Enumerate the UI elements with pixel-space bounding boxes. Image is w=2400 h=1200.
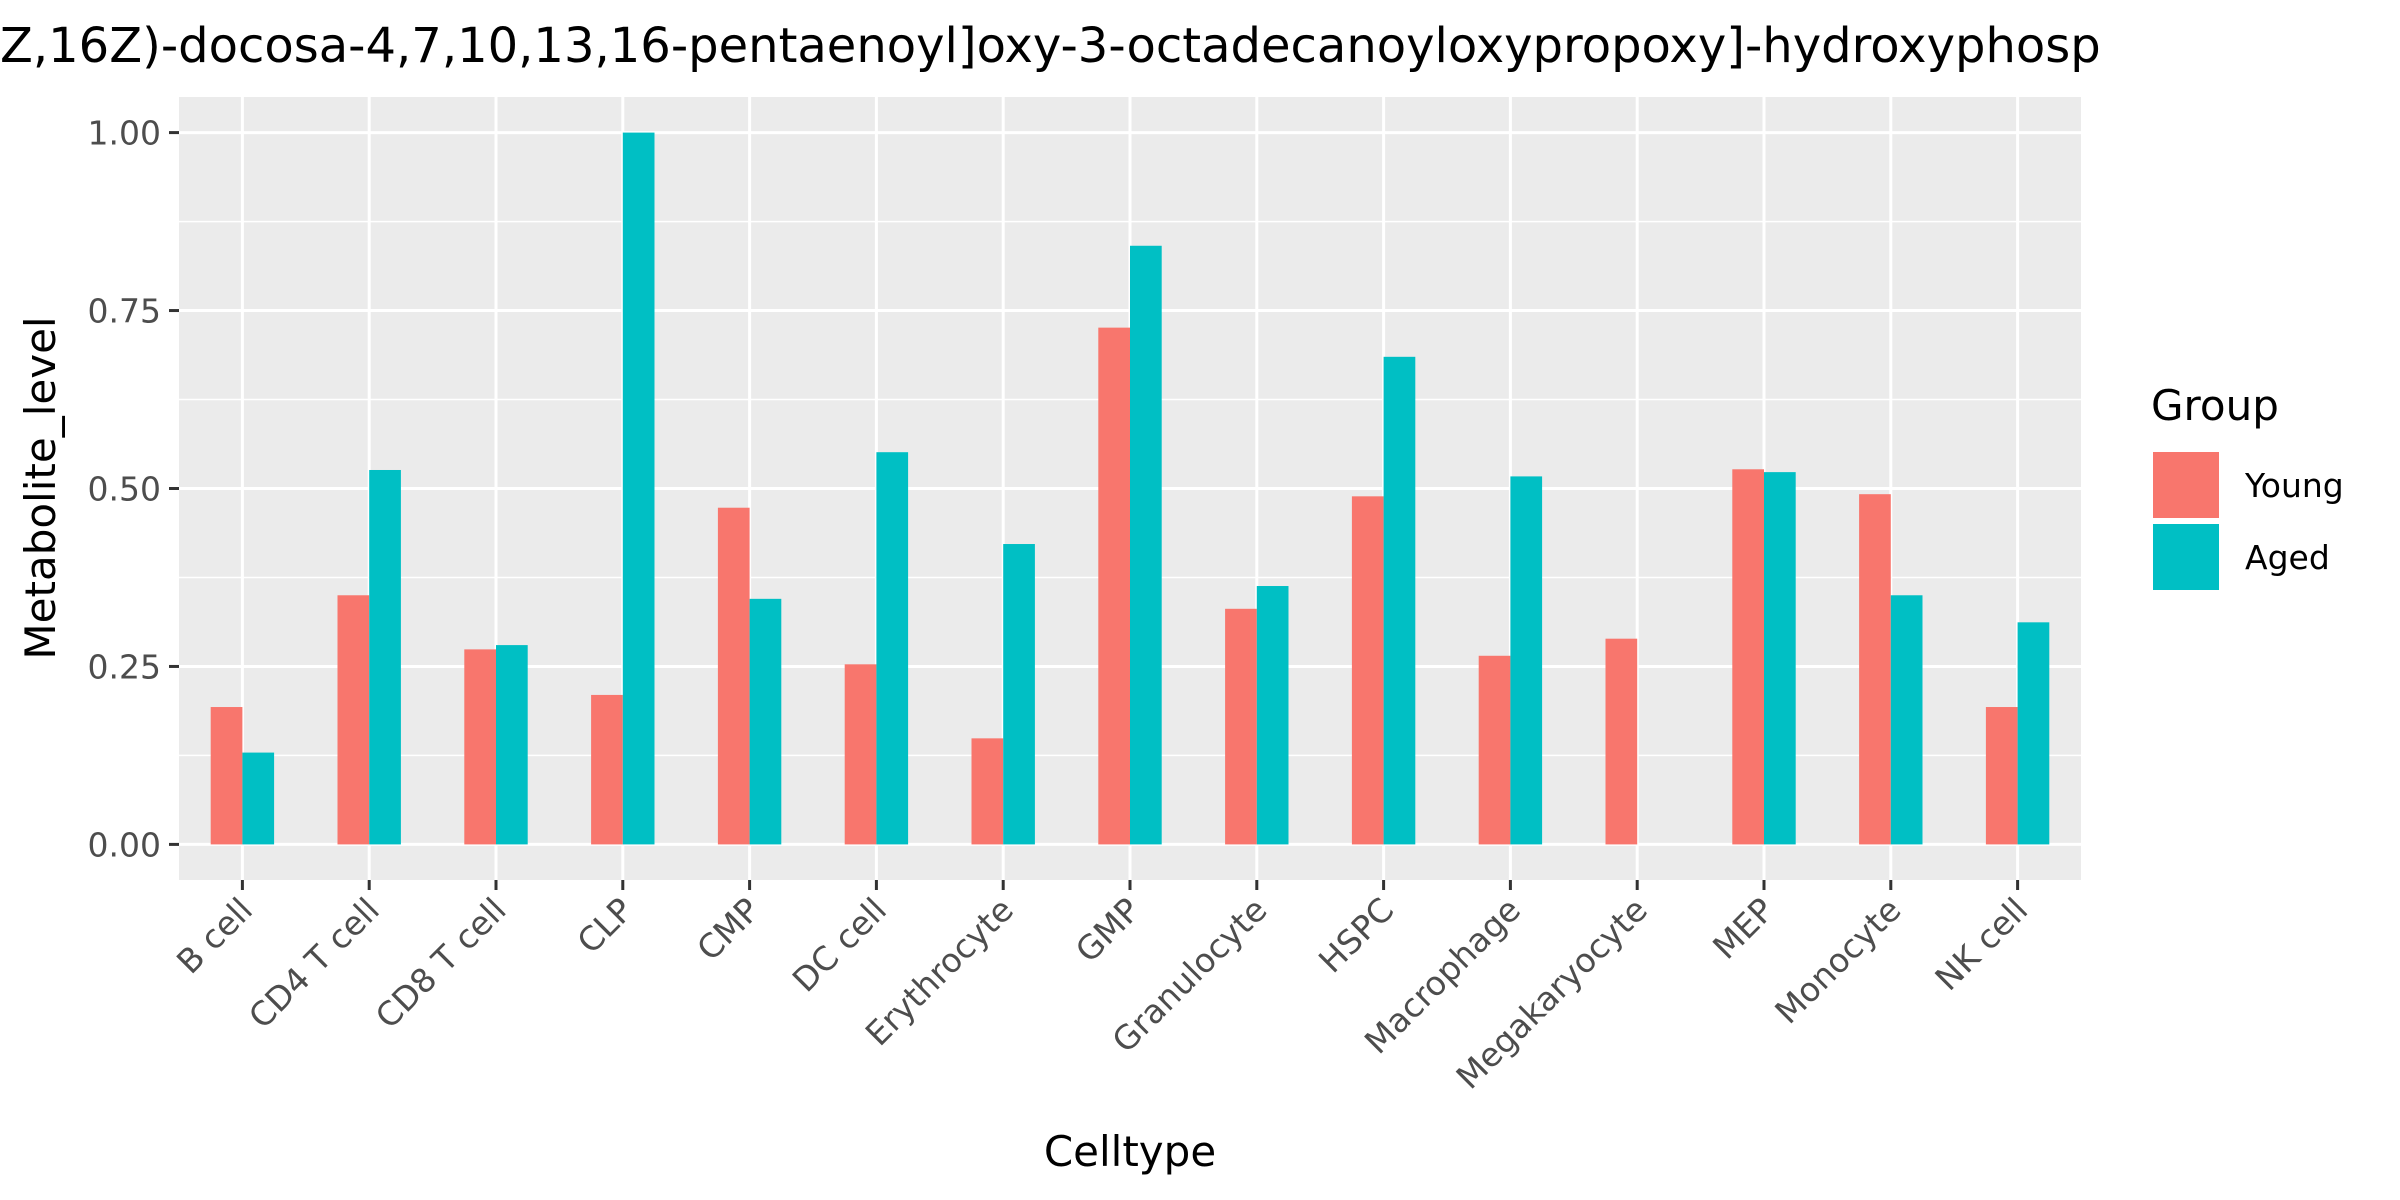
bar-young-cd4-t-cell [337, 595, 370, 845]
x-tick-label: CMP [689, 890, 767, 968]
bars [210, 132, 2050, 845]
legend-label-aged: Aged [2245, 538, 2330, 577]
bar-aged-cd4-t-cell [369, 469, 401, 845]
chart-title: Z,16Z)-docosa-4,7,10,13,16-pentaenoyl]ox… [0, 18, 2101, 74]
bar-aged-gmp [1130, 245, 1162, 845]
bar-young-gmp [1098, 327, 1130, 845]
x-tick-label: HSPC [1311, 890, 1401, 980]
y-tick-label: 1.00 [88, 114, 161, 153]
x-axis-title: Celltype [1044, 1127, 1216, 1176]
bar-aged-cd8-t-cell [496, 645, 528, 845]
bar-aged-dc-cell [876, 452, 909, 845]
bar-young-dc-cell [844, 664, 877, 845]
bar-aged-mep [1764, 472, 1796, 845]
legend-items: Young Aged [2153, 452, 2344, 590]
bar-aged-macrophage [1510, 476, 1543, 845]
x-tick-label: CD8 T cell [368, 890, 514, 1036]
bar-aged-b-cell [242, 752, 275, 845]
bar-young-macrophage [1478, 655, 1511, 845]
legend-title: Group [2151, 381, 2279, 430]
bar-aged-clp [622, 132, 655, 845]
bar-young-cd8-t-cell [464, 649, 496, 845]
bar-young-nk-cell [1985, 707, 2018, 845]
y-tick-label: 0.50 [88, 470, 161, 509]
bar-young-mep [1732, 469, 1764, 845]
bar-aged-granulocyte [1256, 586, 1289, 845]
bar-young-granulocyte [1225, 608, 1257, 845]
legend-key-aged [2153, 524, 2219, 590]
bar-aged-nk-cell [2017, 622, 2050, 845]
x-tick-label: GMP [1068, 890, 1148, 970]
x-tick-label: Monocyte [1767, 890, 1908, 1031]
bar-young-hspc [1351, 496, 1384, 845]
legend-label-young: Young [2244, 466, 2344, 505]
y-tick-label: 0.75 [88, 292, 161, 331]
legend-key-young [2153, 452, 2219, 518]
bar-young-megakaryocyte [1605, 638, 1638, 845]
bar-aged-hspc [1383, 356, 1416, 845]
y-axis: 0.00 0.25 0.50 0.75 1.00 [88, 114, 179, 864]
y-tick-label: 0.00 [88, 825, 161, 864]
bar-young-clp [591, 694, 623, 845]
bar-young-monocyte [1859, 494, 1891, 845]
bar-aged-cmp [749, 598, 782, 845]
x-tick-label: CD4 T cell [241, 890, 387, 1036]
bar-young-b-cell [210, 707, 243, 845]
bar-young-cmp [717, 507, 750, 845]
x-tick-label: DC cell [785, 890, 894, 999]
bar-young-erythrocyte [971, 738, 1004, 845]
y-axis-title: Metabolite_level [16, 316, 65, 659]
x-tick-label: NK cell [1927, 890, 2035, 998]
x-tick-label: B cell [169, 890, 260, 981]
y-tick-label: 0.25 [88, 647, 161, 686]
x-tick-label: MEP [1705, 890, 1782, 967]
bar-aged-monocyte [1890, 595, 1923, 845]
legend: Group Young Aged [2151, 381, 2344, 590]
bar-aged-erythrocyte [1003, 544, 1035, 845]
x-tick-label: CLP [570, 890, 641, 961]
